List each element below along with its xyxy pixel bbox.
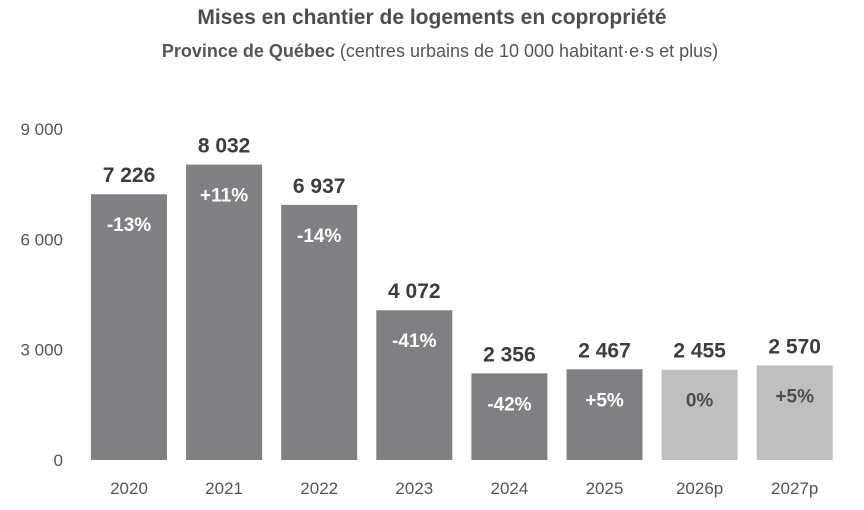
change-label: 0% — [686, 391, 714, 412]
y-tick-label: 3 000 — [20, 341, 63, 360]
value-label: 2 356 — [483, 343, 536, 366]
x-tick-label: 2027p — [771, 479, 818, 498]
y-tick-label: 6 000 — [20, 230, 63, 249]
bar-2026p — [661, 369, 738, 460]
value-label: 8 032 — [198, 135, 251, 158]
value-label: 2 570 — [768, 335, 821, 358]
x-tick-label: 2021 — [205, 479, 243, 498]
bar-2022 — [281, 204, 358, 460]
x-tick-label: 2020 — [110, 479, 148, 498]
bars: 7 226 -13% 8 032 +11% 6 937 -14% 4 072 -41% 2 35… — [91, 135, 833, 460]
bar-2025 — [566, 369, 643, 460]
value-label: 7 226 — [103, 164, 156, 187]
bar-2027p — [756, 365, 833, 460]
change-label: -13% — [107, 215, 151, 236]
subtitle-region: Province de Québec — [161, 41, 335, 61]
x-axis: 2020 2021 2022 2023 2024 2025 2026p 2027p — [110, 479, 818, 498]
y-tick-label: 0 — [54, 451, 63, 470]
value-label: 2 455 — [673, 340, 726, 363]
bar-2023 — [376, 310, 453, 460]
value-label: 6 937 — [293, 175, 346, 198]
value-label: 4 072 — [388, 280, 441, 303]
change-label: -14% — [297, 226, 341, 247]
change-label: +5% — [775, 386, 814, 407]
change-label: +11% — [200, 186, 248, 207]
change-label: +5% — [585, 390, 624, 411]
bar-2020 — [91, 194, 167, 460]
chart-subtitle: Province de Québec (centres urbains de 1… — [120, 38, 760, 64]
change-label: -41% — [392, 331, 436, 352]
x-tick-label: 2025 — [586, 479, 624, 498]
y-tick-label: 9 000 — [20, 120, 63, 139]
change-label: -42% — [487, 394, 531, 415]
value-label: 2 467 — [578, 339, 631, 362]
x-tick-label: 2022 — [300, 479, 338, 498]
x-tick-label: 2023 — [395, 479, 433, 498]
bar-2021 — [186, 164, 263, 460]
chart-title: Mises en chantier de logements en coprop… — [197, 6, 667, 29]
subtitle-detail: (centres urbains de 10 000 habitant·e·s … — [334, 41, 719, 61]
y-axis: 0 3 000 6 000 9 000 — [20, 120, 63, 470]
bar-2024 — [471, 373, 548, 460]
x-tick-label: 2024 — [490, 479, 528, 498]
x-tick-label: 2026p — [676, 479, 723, 498]
